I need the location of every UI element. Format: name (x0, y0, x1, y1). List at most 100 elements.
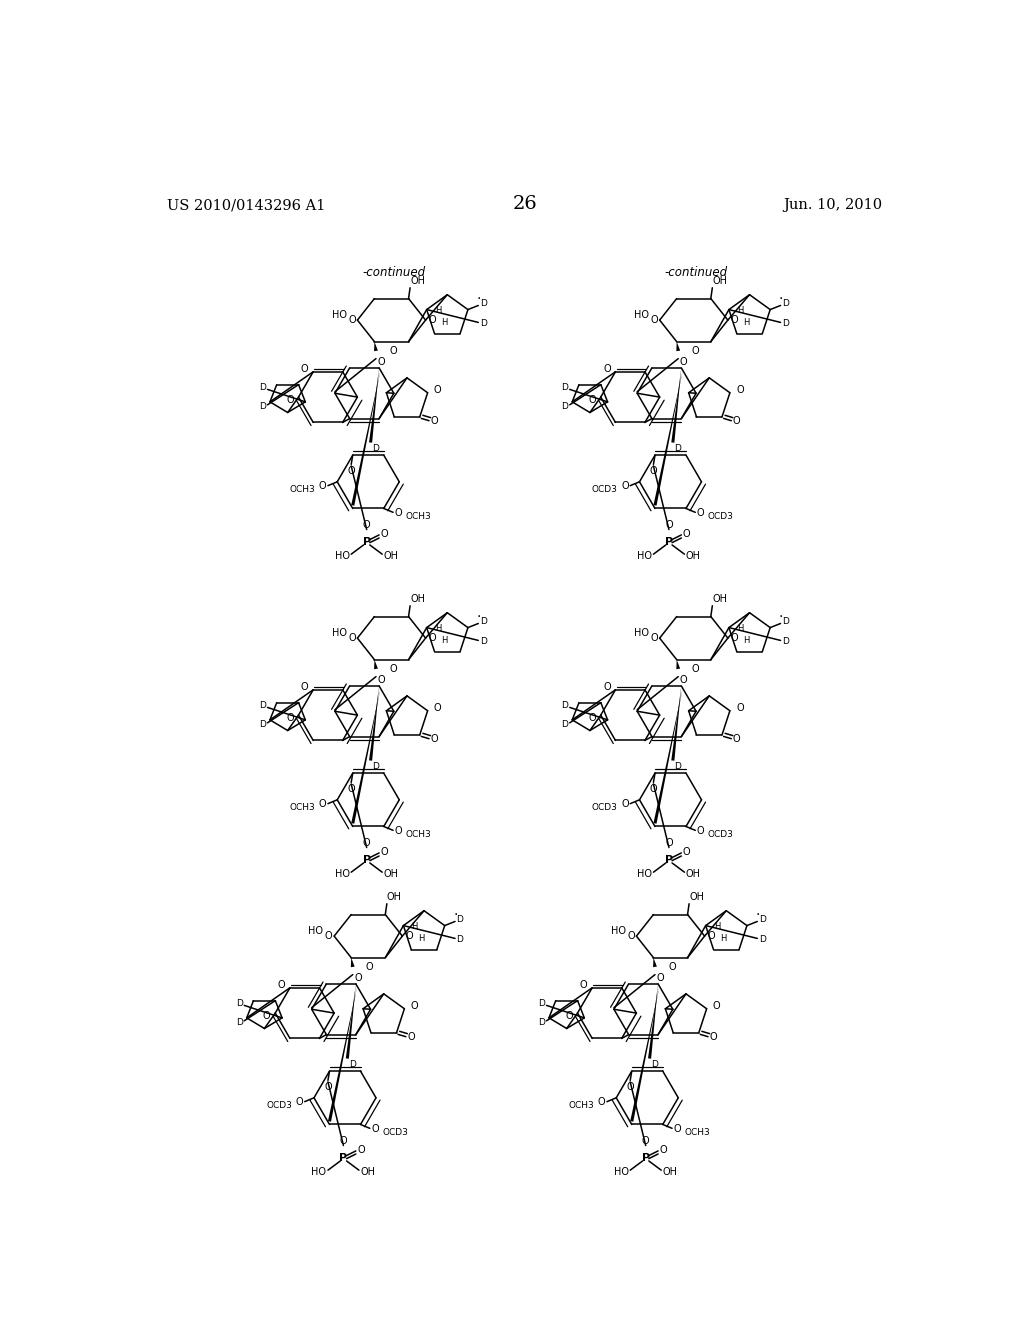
Text: D: D (538, 999, 545, 1008)
Text: OCH3: OCH3 (406, 830, 431, 838)
Polygon shape (653, 370, 683, 506)
Text: OCH3: OCH3 (568, 1101, 595, 1110)
Text: OH: OH (360, 1167, 376, 1176)
Text: H: H (743, 318, 750, 327)
Polygon shape (653, 958, 657, 968)
Text: H: H (412, 921, 418, 931)
Polygon shape (676, 660, 680, 669)
Text: O: O (354, 973, 361, 983)
Text: O: O (378, 358, 385, 367)
Polygon shape (346, 983, 356, 1059)
Text: O: O (325, 1082, 332, 1092)
Text: O: O (389, 346, 397, 356)
Text: D: D (480, 638, 486, 647)
Text: O: O (429, 634, 436, 643)
Text: O: O (733, 734, 740, 744)
Text: O: O (649, 466, 657, 477)
Text: O: O (406, 931, 413, 941)
Text: O: O (666, 520, 673, 529)
Text: O: O (731, 634, 738, 643)
Text: O: O (733, 417, 740, 426)
Text: P: P (362, 855, 371, 865)
Text: O: O (650, 634, 658, 643)
Text: O: O (691, 346, 699, 356)
Text: O: O (650, 315, 658, 325)
Text: O: O (318, 800, 327, 809)
Text: O: O (431, 417, 438, 426)
Text: D: D (782, 319, 788, 329)
Text: D: D (561, 719, 568, 729)
Text: O: O (381, 847, 388, 857)
Text: OH: OH (713, 276, 727, 286)
Polygon shape (351, 688, 381, 824)
Text: .: . (756, 904, 760, 917)
Text: D: D (457, 916, 464, 924)
Text: O: O (649, 784, 657, 793)
Text: D: D (349, 1060, 355, 1069)
Text: .: . (477, 288, 481, 302)
Text: O: O (301, 364, 308, 374)
Text: HO: HO (634, 310, 649, 321)
Text: O: O (659, 1146, 668, 1155)
Text: O: O (348, 315, 356, 325)
Text: O: O (347, 466, 355, 477)
Text: H: H (737, 306, 743, 314)
Text: O: O (736, 702, 743, 713)
Text: O: O (710, 1032, 717, 1043)
Text: D: D (675, 762, 681, 771)
Text: O: O (621, 482, 629, 491)
Text: D: D (782, 300, 788, 309)
Text: D: D (372, 762, 379, 771)
Polygon shape (374, 660, 378, 669)
Text: O: O (366, 962, 374, 973)
Text: O: O (565, 1011, 572, 1022)
Text: O: O (362, 520, 371, 529)
Text: OH: OH (663, 1167, 678, 1176)
Text: H: H (714, 921, 720, 931)
Text: O: O (736, 384, 743, 395)
Text: O: O (378, 675, 385, 685)
Text: H: H (441, 318, 447, 327)
Text: D: D (457, 936, 464, 944)
Text: O: O (301, 681, 308, 692)
Text: O: O (656, 973, 665, 983)
Text: O: O (621, 800, 629, 809)
Text: O: O (296, 1097, 303, 1107)
Text: O: O (348, 634, 356, 643)
Text: O: O (411, 1001, 418, 1011)
Text: D: D (259, 401, 266, 411)
Text: HO: HO (311, 1167, 327, 1176)
Polygon shape (369, 368, 379, 442)
Text: HO: HO (634, 628, 649, 639)
Text: O: O (697, 826, 705, 836)
Text: D: D (759, 936, 766, 944)
Text: D: D (259, 383, 266, 392)
Text: OCD3: OCD3 (708, 512, 733, 520)
Polygon shape (672, 686, 681, 760)
Text: OCH3: OCH3 (290, 803, 315, 812)
Text: OH: OH (713, 594, 727, 605)
Text: P: P (665, 537, 673, 546)
Text: O: O (628, 931, 635, 941)
Text: HO: HO (335, 550, 349, 561)
Text: HO: HO (335, 869, 349, 879)
Text: O: O (434, 384, 441, 395)
Polygon shape (648, 983, 658, 1059)
Text: O: O (697, 508, 705, 517)
Text: OCD3: OCD3 (382, 1127, 409, 1137)
Text: O: O (389, 664, 397, 675)
Text: HO: HO (308, 927, 324, 936)
Text: OCD3: OCD3 (592, 803, 617, 812)
Text: O: O (683, 529, 690, 539)
Text: D: D (480, 319, 486, 329)
Text: D: D (236, 1018, 243, 1027)
Text: O: O (598, 1097, 605, 1107)
Text: OCH3: OCH3 (406, 512, 431, 520)
Text: OCH3: OCH3 (290, 484, 315, 494)
Text: OCH3: OCH3 (684, 1127, 711, 1137)
Text: P: P (362, 537, 371, 546)
Text: H: H (418, 935, 424, 942)
Text: D: D (561, 401, 568, 411)
Text: O: O (431, 734, 438, 744)
Text: O: O (263, 1011, 270, 1022)
